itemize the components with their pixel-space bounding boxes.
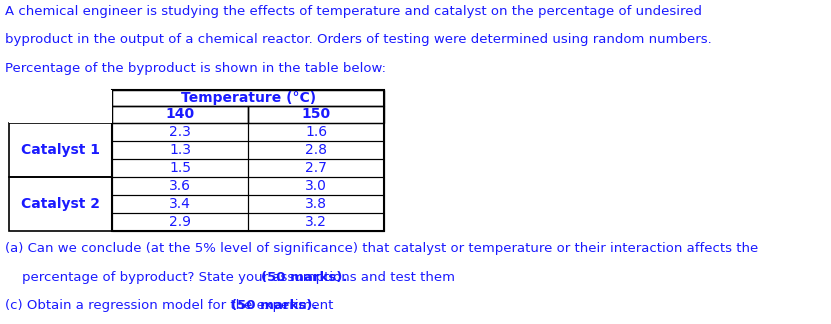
Bar bbox=[112, 89, 384, 231]
Text: Percentage of the byproduct is shown in the table below:: Percentage of the byproduct is shown in … bbox=[5, 62, 386, 75]
Text: 2.3: 2.3 bbox=[170, 125, 191, 139]
Text: 2.9: 2.9 bbox=[170, 215, 191, 229]
Bar bbox=[248, 141, 384, 159]
Bar bbox=[112, 195, 248, 213]
Text: 3.6: 3.6 bbox=[170, 179, 191, 193]
Bar bbox=[112, 177, 248, 195]
Text: 3.8: 3.8 bbox=[305, 197, 327, 211]
Bar bbox=[248, 195, 384, 213]
Bar bbox=[248, 177, 384, 195]
Bar bbox=[112, 159, 248, 177]
Bar bbox=[112, 141, 248, 159]
Text: (c) Obtain a regression model for the experiment: (c) Obtain a regression model for the ex… bbox=[5, 299, 337, 312]
Text: Catalyst 2: Catalyst 2 bbox=[21, 197, 100, 211]
Text: 2.8: 2.8 bbox=[305, 143, 327, 157]
Text: 3.2: 3.2 bbox=[306, 215, 327, 229]
Text: 140: 140 bbox=[165, 107, 195, 122]
Bar bbox=[248, 159, 384, 177]
Text: 1.6: 1.6 bbox=[305, 125, 327, 139]
Bar bbox=[8, 177, 112, 231]
Bar bbox=[8, 122, 112, 177]
Text: (a) Can we conclude (at the 5% level of significance) that catalyst or temperatu: (a) Can we conclude (at the 5% level of … bbox=[5, 242, 758, 255]
Bar bbox=[112, 213, 248, 231]
Bar bbox=[112, 122, 248, 141]
Bar bbox=[112, 106, 248, 122]
Bar bbox=[8, 89, 112, 122]
Text: percentage of byproduct? State your assumptions and test them: percentage of byproduct? State your assu… bbox=[5, 271, 460, 284]
Text: 150: 150 bbox=[302, 107, 331, 122]
Text: 3.0: 3.0 bbox=[306, 179, 327, 193]
Bar bbox=[112, 89, 384, 106]
Text: A chemical engineer is studying the effects of temperature and catalyst on the p: A chemical engineer is studying the effe… bbox=[5, 5, 702, 18]
Bar bbox=[248, 106, 384, 122]
Bar bbox=[248, 213, 384, 231]
Text: (50 marks).: (50 marks). bbox=[231, 299, 317, 312]
Text: (50 marks).: (50 marks). bbox=[261, 271, 347, 284]
Text: Catalyst 1: Catalyst 1 bbox=[21, 143, 100, 157]
Text: 1.3: 1.3 bbox=[170, 143, 191, 157]
Text: Temperature (°C): Temperature (°C) bbox=[181, 91, 316, 105]
Text: 3.4: 3.4 bbox=[170, 197, 191, 211]
Text: 2.7: 2.7 bbox=[306, 161, 327, 175]
Text: 1.5: 1.5 bbox=[170, 161, 191, 175]
Bar bbox=[248, 122, 384, 141]
Text: byproduct in the output of a chemical reactor. Orders of testing were determined: byproduct in the output of a chemical re… bbox=[5, 33, 711, 46]
